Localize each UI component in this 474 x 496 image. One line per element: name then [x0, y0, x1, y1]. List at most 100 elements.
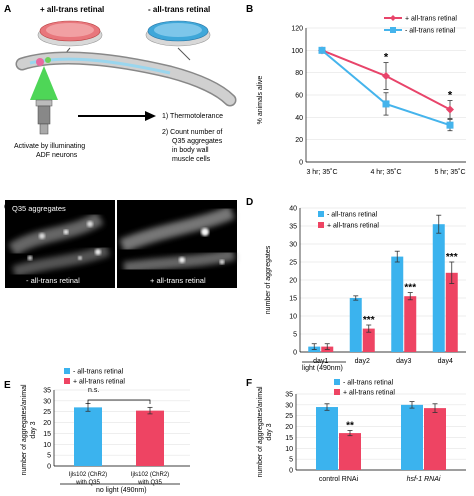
chart-d-tick-label: 35	[289, 224, 297, 231]
micrograph-right	[117, 200, 237, 288]
chart-f-legend-swatch	[334, 379, 340, 385]
panel-d: D 0 5 10 15 20 25 30 35 40 day1 day2 day3 day4 number…	[246, 197, 466, 372]
chart-e-tick-label: 25	[43, 409, 51, 416]
chart-f-tick-label: 30	[285, 402, 293, 409]
chart-f-legend-label: - all-trans retinal	[343, 380, 394, 387]
chart-d-tick-label: 20	[289, 278, 297, 285]
chart-d-tick-label: 40	[289, 206, 297, 213]
chart-d-x-tick-label: day4	[438, 358, 453, 365]
chart-d-bar	[362, 328, 375, 352]
chart-d-bar	[349, 298, 362, 352]
chart-e-legend-swatch	[64, 378, 70, 384]
chart-e-ylabel-line1: number of aggregates/animal	[21, 384, 28, 475]
dish-plus-icon	[37, 20, 103, 47]
chart-b-point	[382, 72, 390, 81]
chart-f-tick-label: 0	[289, 468, 293, 475]
chart-e-ylabel-line2: day 3	[30, 421, 37, 438]
chart-f-ylabel-line1: number of aggregates/animal	[257, 386, 264, 477]
chart-b-point	[446, 121, 454, 129]
panel-a: A + all-trans retinal - all-trans retina…	[4, 4, 237, 163]
chart-e-tick-label: 15	[43, 431, 51, 438]
chart-b-tick-label: 20	[295, 137, 303, 144]
chart-d-significance: ***	[446, 252, 458, 263]
chart-b-legend-label: - all-trans retinal	[405, 28, 456, 35]
chart-d-x-tick-label: day3	[396, 358, 411, 365]
chart-b-x-tick-label: 5 hr; 35˚C	[434, 168, 465, 176]
chart-e-bar	[74, 407, 102, 466]
chart-f-significance: **	[346, 420, 354, 431]
chart-d-legend-swatch	[318, 222, 324, 228]
chart-d-tick-label: 10	[289, 314, 297, 321]
chart-d-tick-label: 15	[289, 296, 297, 303]
dish-minus-label: - all-trans retinal	[148, 5, 210, 14]
chart-e-x-tick-label: Ijls102 (ChR2)	[69, 472, 107, 478]
chart-d-legend-swatch	[318, 211, 324, 217]
dish-plus-label: + all-trans retinal	[40, 5, 104, 14]
chart-e-tick-label: 5	[47, 453, 51, 460]
chart-b-x-tick-label: 3 hr; 35˚C	[306, 168, 337, 176]
chart-b-tick-label: 100	[291, 48, 303, 55]
chart-e-tick-label: 20	[43, 420, 51, 427]
chart-d-tick-label: 0	[293, 350, 297, 357]
chart-e-bar	[136, 410, 164, 466]
chart-d-x-tick-label: day2	[355, 358, 370, 365]
chart-f-tick-label: 25	[285, 413, 293, 420]
chart-d-significance: ***	[363, 315, 375, 326]
chart-f-tick-label: 35	[285, 392, 293, 399]
chart-e-tick-label: 30	[43, 398, 51, 405]
chart-b-significance: *	[384, 52, 389, 64]
chart-e-x-tick-label: Ijls102 (ChR2)	[131, 472, 169, 478]
activate-line2: ADF neurons	[36, 152, 78, 159]
chart-f-legend-label: + all-trans retinal	[343, 390, 395, 397]
chart-b-tick-label: 0	[299, 160, 303, 167]
step2-line2: Q35 aggregates	[172, 138, 223, 145]
no-light-bar-chart: 0 5 10 15 20 25 30 35 number of aggregates/anima…	[21, 368, 190, 486]
chart-f-x-tick-label: hsf-1 RNAi	[407, 476, 441, 483]
microscope-icon	[35, 99, 53, 135]
chart-d-bar	[391, 256, 404, 352]
chart-f-ylabel-line2: day 3	[266, 423, 273, 440]
chart-b-tick-label: 40	[295, 115, 303, 122]
chart-d-x-tick-label: day1	[313, 358, 328, 365]
chart-d-bar	[445, 272, 458, 352]
chart-f-bar	[316, 407, 338, 470]
light-beam-icon	[30, 66, 58, 100]
chart-d-bar	[404, 296, 417, 352]
micrograph-left	[5, 200, 115, 288]
chart-e-x-tick-label-suffix: with Q35	[137, 480, 162, 486]
chart-b-point	[446, 105, 454, 114]
chart-b-tick-label: 60	[295, 93, 303, 100]
panel-c: C Q35 aggregates - all-trans retinal +	[4, 200, 237, 288]
aggregates-bar-chart: 0 5 10 15 20 25 30 35 40 day1 day2 day3 day4 number o…	[265, 206, 466, 365]
panel-f: F 0 5 10 15 20 25 30 35 control RNAi hsf-1 RNAi nu…	[246, 378, 466, 483]
chart-d-tick-label: 5	[293, 332, 297, 339]
worm-icon	[15, 51, 237, 107]
chart-b-legend-marker	[390, 27, 396, 33]
chart-f-tick-label: 15	[285, 435, 293, 442]
chart-f-tick-label: 20	[285, 424, 293, 431]
arrow-icon	[177, 47, 191, 61]
step2-line3: in body wall	[172, 147, 209, 154]
chart-e-tick-label: 10	[43, 442, 51, 449]
step2-line1: 2) Count number of	[162, 129, 222, 136]
chart-e-x-tick-label-suffix: with Q35	[75, 480, 100, 486]
right-arrow-icon	[78, 111, 156, 121]
chart-d-significance: ***	[404, 283, 416, 294]
step1-label: 1) Thermotolerance	[162, 113, 223, 120]
chart-e-tick-label: 0	[47, 464, 51, 471]
chart-d-legend-label: - all-trans retinal	[327, 212, 378, 219]
chart-b-x-tick-label: 4 hr; 35˚C	[370, 168, 401, 176]
dish-minus-icon	[145, 20, 211, 47]
chart-b-tick-label: 80	[295, 70, 303, 77]
chart-f-bar	[339, 433, 361, 470]
chart-e-legend-label: + all-trans retinal	[73, 379, 125, 386]
panel-b: B 0 20 40 60 80 100 120 % animals alive 3 hr; 35…	[246, 4, 466, 176]
micrograph-right-caption: + all-trans retinal	[150, 276, 206, 285]
panel-a-label: A	[4, 4, 11, 15]
activate-line1: Activate by illuminating	[14, 143, 85, 150]
chart-b-point	[382, 100, 390, 108]
rnai-bar-chart: 0 5 10 15 20 25 30 35 control RNAi hsf-1 RNAi numb…	[257, 379, 466, 483]
no-light-note: no light (490nm)	[96, 487, 147, 494]
chart-b-point	[318, 46, 326, 54]
chart-e-legend-swatch	[64, 368, 70, 374]
